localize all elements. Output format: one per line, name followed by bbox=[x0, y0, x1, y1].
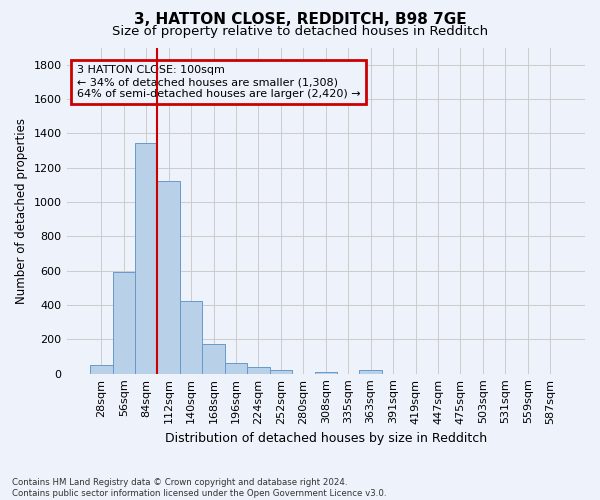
X-axis label: Distribution of detached houses by size in Redditch: Distribution of detached houses by size … bbox=[165, 432, 487, 445]
Y-axis label: Number of detached properties: Number of detached properties bbox=[15, 118, 28, 304]
Bar bbox=[225, 364, 247, 374]
Text: 3 HATTON CLOSE: 100sqm
← 34% of detached houses are smaller (1,308)
64% of semi-: 3 HATTON CLOSE: 100sqm ← 34% of detached… bbox=[77, 66, 361, 98]
Text: Size of property relative to detached houses in Redditch: Size of property relative to detached ho… bbox=[112, 25, 488, 38]
Bar bbox=[314, 372, 337, 374]
Bar bbox=[359, 370, 382, 374]
Bar bbox=[180, 300, 202, 374]
Bar bbox=[247, 367, 269, 374]
Bar bbox=[202, 344, 225, 374]
Text: 3, HATTON CLOSE, REDDITCH, B98 7GE: 3, HATTON CLOSE, REDDITCH, B98 7GE bbox=[134, 12, 466, 28]
Bar bbox=[269, 370, 292, 374]
Bar bbox=[135, 143, 157, 374]
Bar bbox=[157, 182, 180, 374]
Bar bbox=[90, 365, 113, 374]
Text: Contains HM Land Registry data © Crown copyright and database right 2024.
Contai: Contains HM Land Registry data © Crown c… bbox=[12, 478, 386, 498]
Bar bbox=[113, 272, 135, 374]
